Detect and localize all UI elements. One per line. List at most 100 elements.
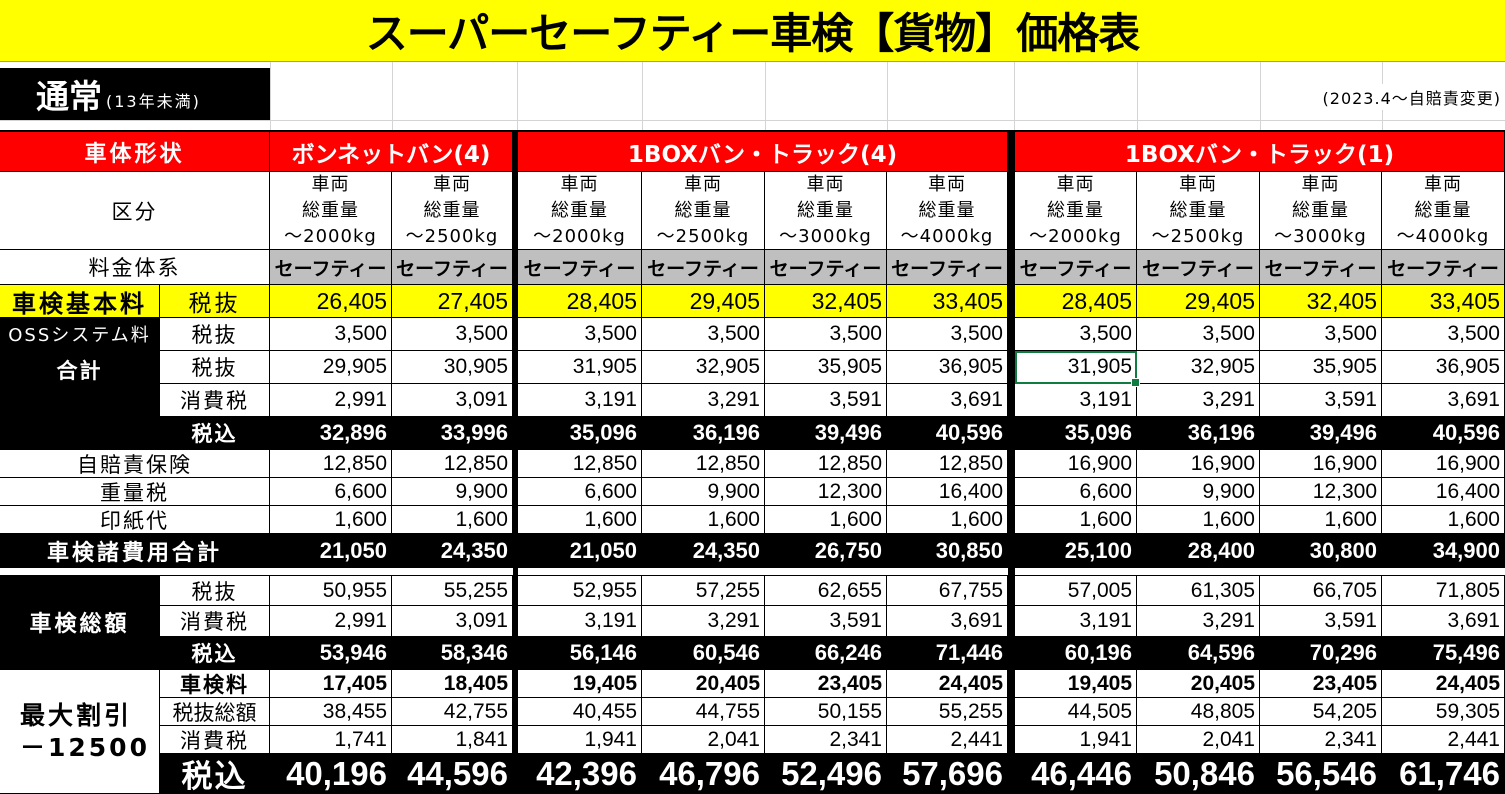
category-cell[interactable]: 車両 総重量 ～2500kg xyxy=(642,172,765,250)
discount-consumption-tax-label[interactable]: 消費税 xyxy=(160,726,270,754)
discount-consumption-tax-value[interactable]: 1,841 xyxy=(392,726,513,754)
stamp-fee-value[interactable]: 1,600 xyxy=(765,506,887,534)
discount-tax-excluded-value[interactable]: 44,755 xyxy=(642,698,765,726)
fees-total-value[interactable]: 26,750 xyxy=(765,534,887,568)
category-cell[interactable]: 車両 総重量 ～4000kg xyxy=(1382,172,1505,250)
discount-tax-excluded-value[interactable]: 42,755 xyxy=(392,698,513,726)
discount-tax-included-value[interactable]: 42,396 xyxy=(518,754,642,794)
grand-total-tax-included-value[interactable]: 60,546 xyxy=(642,637,765,670)
oss-fee-value[interactable]: 3,500 xyxy=(1137,318,1260,351)
weight-tax-value[interactable]: 9,900 xyxy=(642,478,765,506)
pricing-plan-cell[interactable]: セーフティー xyxy=(1260,250,1382,285)
grand-total-tax-included-value[interactable]: 66,246 xyxy=(765,637,887,670)
grand-total-consumption-tax-value[interactable]: 3,291 xyxy=(1137,606,1260,637)
stamp-fee-value[interactable]: 1,600 xyxy=(1015,506,1137,534)
discount-inspection-fee-value[interactable]: 20,405 xyxy=(642,670,765,698)
stamp-fee-value[interactable]: 1,600 xyxy=(1260,506,1382,534)
group-header-1box-1[interactable]: 1BOXバン・トラック(1) xyxy=(1015,130,1505,172)
sheet-title[interactable]: スーパーセーフティー車検【貨物】価格表 xyxy=(0,0,1505,62)
grand-total-tax-excluded-value[interactable]: 50,955 xyxy=(270,575,392,606)
base-fee-value[interactable]: 26,405 xyxy=(270,285,392,318)
grand-total-consumption-tax-value[interactable]: 3,191 xyxy=(1015,606,1137,637)
discount-inspection-fee-value[interactable]: 23,405 xyxy=(765,670,887,698)
subtotal-tax-included-value[interactable]: 39,496 xyxy=(765,417,887,450)
discount-consumption-tax-value[interactable]: 1,941 xyxy=(518,726,642,754)
pricing-plan-cell[interactable]: セーフティー xyxy=(1137,250,1260,285)
discount-tax-excluded-value[interactable]: 48,805 xyxy=(1137,698,1260,726)
subtotal-tax-included-value[interactable]: 40,596 xyxy=(887,417,1008,450)
grand-total-tax-included-value[interactable]: 58,346 xyxy=(392,637,513,670)
grand-total-tax-included-value[interactable]: 53,946 xyxy=(270,637,392,670)
base-fee-value[interactable]: 32,405 xyxy=(1260,285,1382,318)
liability-insurance-value[interactable]: 16,900 xyxy=(1015,450,1137,478)
pricing-plan-cell[interactable]: セーフティー xyxy=(392,250,513,285)
liability-insurance-label[interactable]: 自賠責保険 xyxy=(0,450,270,478)
subtotal-tax-excluded-value[interactable]: 36,905 xyxy=(887,351,1008,384)
grand-total-tax-excluded-value[interactable]: 52,955 xyxy=(518,575,642,606)
grand-total-tax-excluded-value[interactable]: 66,705 xyxy=(1260,575,1382,606)
fees-total-value[interactable]: 30,800 xyxy=(1260,534,1382,568)
subtotal-tax-excluded-value[interactable]: 31,905 xyxy=(518,351,642,384)
base-fee-value[interactable]: 33,405 xyxy=(887,285,1008,318)
discount-tax-excluded-value[interactable]: 44,505 xyxy=(1015,698,1137,726)
fees-total-value[interactable]: 28,400 xyxy=(1137,534,1260,568)
subtotal-tax-included-value[interactable]: 35,096 xyxy=(518,417,642,450)
grand-total-consumption-tax-value[interactable]: 3,691 xyxy=(1382,606,1505,637)
pricing-plan-cell[interactable]: セーフティー xyxy=(270,250,392,285)
oss-fee-value[interactable]: 3,500 xyxy=(270,318,392,351)
base-fee-value[interactable]: 29,405 xyxy=(642,285,765,318)
category-cell[interactable]: 車両 総重量 ～3000kg xyxy=(1260,172,1382,250)
pricing-plan-cell[interactable]: セーフティー xyxy=(1015,250,1137,285)
subtotal-consumption-tax-label[interactable]: 消費税 xyxy=(160,384,270,417)
liability-insurance-value[interactable]: 12,850 xyxy=(887,450,1008,478)
weight-tax-label[interactable]: 重量税 xyxy=(0,478,270,506)
stamp-fee-value[interactable]: 1,600 xyxy=(887,506,1008,534)
notice-text[interactable]: (2023.4～自賠責変更) xyxy=(1318,84,1501,110)
oss-fee-value[interactable]: 3,500 xyxy=(518,318,642,351)
discount-tax-included-value[interactable]: 57,696 xyxy=(887,754,1008,794)
grand-total-consumption-tax-value[interactable]: 3,591 xyxy=(765,606,887,637)
oss-fee-value[interactable]: 3,500 xyxy=(1015,318,1137,351)
subtotal-tax-excluded-value[interactable]: 35,905 xyxy=(1260,351,1382,384)
fees-total-value[interactable]: 25,100 xyxy=(1015,534,1137,568)
category-cell[interactable]: 車両 総重量 ～2500kg xyxy=(392,172,513,250)
discount-tax-included-value[interactable]: 50,846 xyxy=(1137,754,1260,794)
oss-fee-value[interactable]: 3,500 xyxy=(392,318,513,351)
discount-inspection-fee-value[interactable]: 23,405 xyxy=(1260,670,1382,698)
discount-inspection-fee-value[interactable]: 24,405 xyxy=(887,670,1008,698)
grand-total-tax-excluded-value[interactable]: 62,655 xyxy=(765,575,887,606)
grand-total-tax-excluded-value[interactable]: 55,255 xyxy=(392,575,513,606)
base-fee-value[interactable]: 33,405 xyxy=(1382,285,1505,318)
pricing-plan-label[interactable]: 料金体系 xyxy=(0,250,270,285)
category-cell[interactable]: 車両 総重量 ～2000kg xyxy=(1015,172,1137,250)
weight-tax-value[interactable]: 6,600 xyxy=(1015,478,1137,506)
subtotal-tax-included-value[interactable]: 36,196 xyxy=(642,417,765,450)
grand-total-consumption-tax-value[interactable]: 2,991 xyxy=(270,606,392,637)
grand-total-consumption-tax-value[interactable]: 3,591 xyxy=(1260,606,1382,637)
fees-total-value[interactable]: 34,900 xyxy=(1382,534,1505,568)
stamp-fee-value[interactable]: 1,600 xyxy=(270,506,392,534)
subtotal-tax-included-value[interactable]: 40,596 xyxy=(1382,417,1505,450)
oss-fee-value[interactable]: 3,500 xyxy=(765,318,887,351)
grand-total-tax-excluded-value[interactable]: 71,805 xyxy=(1382,575,1505,606)
weight-tax-value[interactable]: 12,300 xyxy=(1260,478,1382,506)
fees-total-value[interactable]: 21,050 xyxy=(518,534,642,568)
oss-fee-value[interactable]: 3,500 xyxy=(887,318,1008,351)
stamp-fee-label[interactable]: 印紙代 xyxy=(0,506,270,534)
subtotal-tax-included-label[interactable]: 税込 xyxy=(160,417,270,450)
section-label[interactable]: 通常 (13年未満) xyxy=(0,68,270,120)
grand-total-tax-included-value[interactable]: 71,446 xyxy=(887,637,1008,670)
pricing-plan-cell[interactable]: セーフティー xyxy=(887,250,1008,285)
category-cell[interactable]: 車両 総重量 ～2000kg xyxy=(518,172,642,250)
subtotal-tax-excluded-value[interactable]: 36,905 xyxy=(1382,351,1505,384)
weight-tax-value[interactable]: 16,400 xyxy=(887,478,1008,506)
pricing-plan-cell[interactable]: セーフティー xyxy=(642,250,765,285)
base-fee-value[interactable]: 28,405 xyxy=(1015,285,1137,318)
liability-insurance-value[interactable]: 12,850 xyxy=(518,450,642,478)
pricing-plan-cell[interactable]: セーフティー xyxy=(518,250,642,285)
category-cell[interactable]: 車両 総重量 ～2500kg xyxy=(1137,172,1260,250)
grand-total-consumption-tax-value[interactable]: 3,291 xyxy=(642,606,765,637)
subtotal-tax-excluded-value[interactable]: 32,905 xyxy=(642,351,765,384)
grand-total-tax-included-value[interactable]: 70,296 xyxy=(1260,637,1382,670)
oss-system-fee-label[interactable]: OSSシステム料 xyxy=(0,318,160,351)
